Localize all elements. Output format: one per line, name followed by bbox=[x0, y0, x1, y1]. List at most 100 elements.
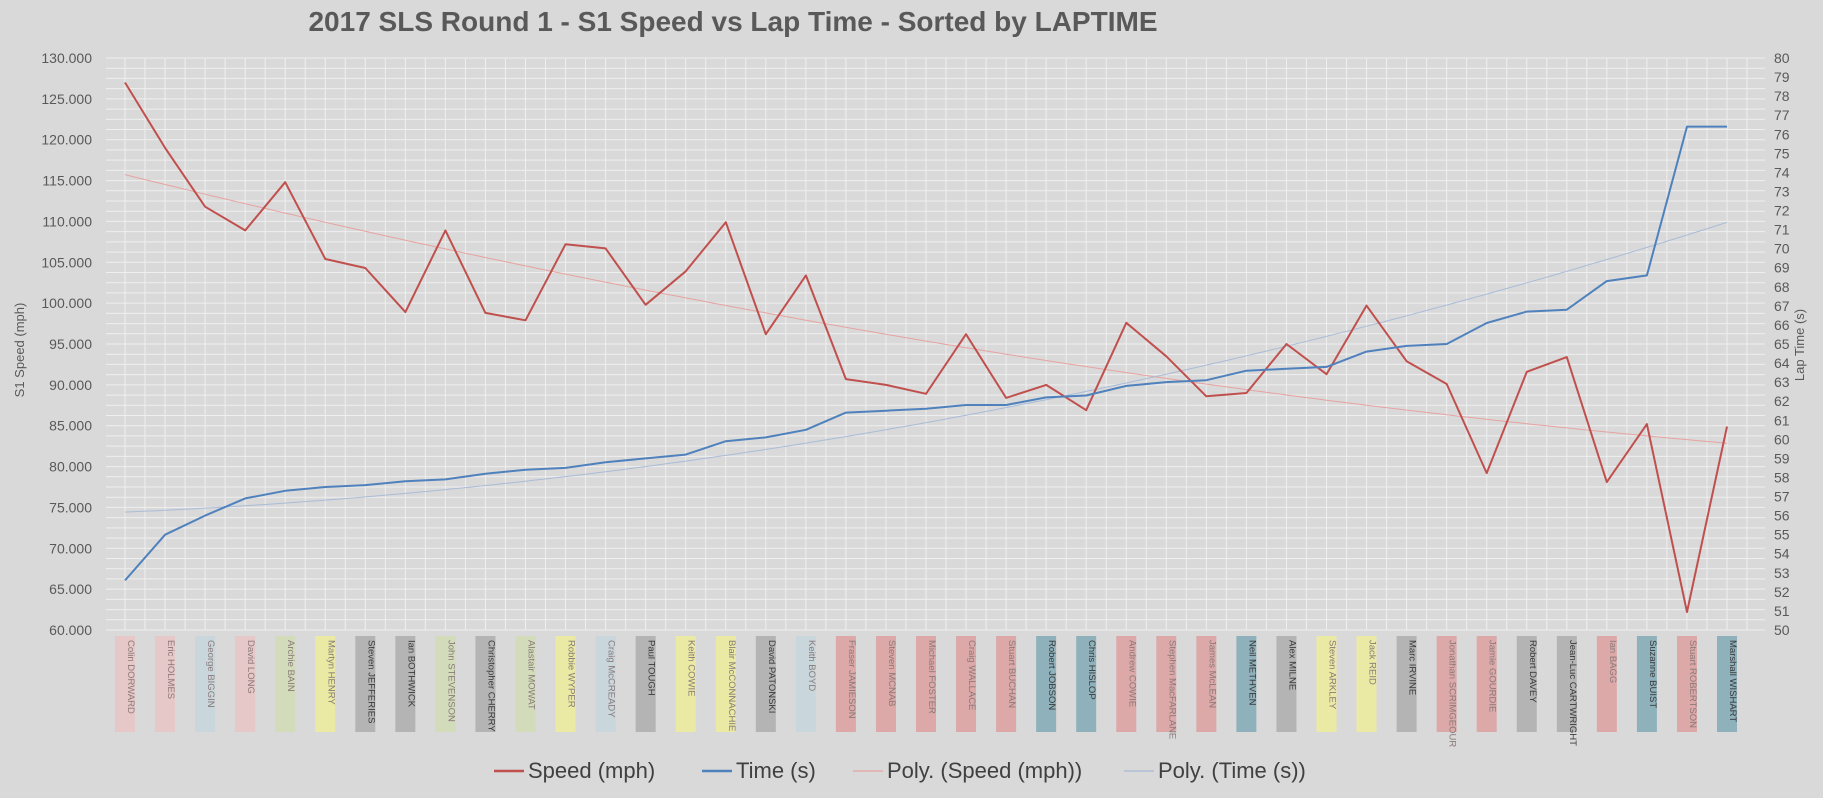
driver-label-box bbox=[235, 636, 256, 732]
trendlines bbox=[124, 174, 1728, 513]
right-tick-label: 70 bbox=[1774, 241, 1790, 257]
driver-label-box bbox=[1356, 636, 1377, 732]
driver-name: Keith BOYD bbox=[806, 640, 817, 691]
driver-name: Jack REID bbox=[1367, 640, 1378, 685]
driver-label-box bbox=[1276, 636, 1297, 732]
driver-name: Steven MCNAB bbox=[886, 640, 897, 707]
driver-name: Alex MILNE bbox=[1286, 640, 1297, 690]
right-tick-label: 66 bbox=[1774, 317, 1790, 333]
driver-name: Archie BAIN bbox=[285, 640, 296, 692]
driver-label-box bbox=[595, 636, 616, 732]
legend: Speed (mph) Time (s) Poly. (Speed (mph)) Po… bbox=[494, 758, 1306, 783]
driver-label-box bbox=[155, 636, 176, 732]
driver-label-box bbox=[755, 636, 776, 732]
driver-label-box bbox=[115, 636, 135, 732]
left-tick-label: 65.000 bbox=[49, 581, 92, 597]
driver-name: Colin DORWARD bbox=[125, 640, 136, 714]
right-tick-label: 72 bbox=[1774, 203, 1790, 219]
driver-label-box bbox=[275, 636, 296, 732]
driver-label-box bbox=[875, 636, 896, 732]
legend-label: Speed (mph) bbox=[528, 758, 655, 783]
driver-label-box bbox=[835, 636, 856, 732]
driver-name: Christopher CHERRY bbox=[485, 640, 496, 732]
right-tick-label: 71 bbox=[1774, 222, 1790, 238]
driver-name: Robert DAVEY bbox=[1527, 640, 1538, 703]
driver-name: Suzanne BUIST bbox=[1647, 640, 1658, 708]
left-tick-label: 70.000 bbox=[49, 540, 92, 556]
driver-name: David LONG bbox=[245, 640, 256, 694]
driver-name: Ian BOTHWICK bbox=[405, 640, 416, 708]
left-tick-label: 80.000 bbox=[49, 459, 92, 475]
trendline-time-s- bbox=[124, 221, 1728, 513]
driver-name: Keith COWIE bbox=[686, 640, 697, 697]
driver-name: Martyn HENRY bbox=[325, 640, 336, 705]
left-tick-label: 105.000 bbox=[41, 254, 92, 270]
driver-name: Robert JOBSON bbox=[1046, 640, 1057, 710]
driver-label-box bbox=[1396, 636, 1417, 732]
driver-name: Stuart BUCHAN bbox=[1006, 640, 1017, 708]
right-tick-label: 51 bbox=[1774, 603, 1790, 619]
chart-title: 2017 SLS Round 1 - S1 Speed vs Lap Time … bbox=[308, 6, 1157, 37]
left-tick-label: 60.000 bbox=[49, 622, 92, 638]
right-tick-label: 50 bbox=[1774, 622, 1790, 638]
right-tick-label: 53 bbox=[1774, 565, 1790, 581]
right-tick-label: 74 bbox=[1774, 164, 1790, 180]
driver-label-box bbox=[515, 636, 536, 732]
left-tick-label: 125.000 bbox=[41, 91, 92, 107]
driver-name: Stuart ROBERTSON bbox=[1687, 640, 1698, 728]
driver-name: David PATONSKI bbox=[766, 640, 777, 713]
driver-name: Paul TOUGH bbox=[646, 640, 657, 696]
driver-label-box bbox=[1476, 636, 1497, 732]
driver-name: Alastair MOWAT bbox=[526, 640, 537, 710]
right-tick-label: 64 bbox=[1774, 355, 1790, 371]
left-tick-label: 75.000 bbox=[49, 499, 92, 515]
driver-name: Andrew COWIE bbox=[1126, 640, 1137, 707]
driver-name: John STEVENSON bbox=[445, 640, 456, 722]
left-tick-label: 85.000 bbox=[49, 418, 92, 434]
left-tick-label: 130.000 bbox=[41, 50, 92, 66]
left-axis-title: S1 Speed (mph) bbox=[12, 303, 27, 398]
right-tick-label: 77 bbox=[1774, 107, 1790, 123]
driver-label-box bbox=[1236, 636, 1257, 732]
driver-label-box bbox=[1556, 636, 1577, 732]
driver-name: Michael FOSTER bbox=[926, 640, 937, 714]
driver-label-box bbox=[1436, 636, 1457, 732]
left-tick-label: 100.000 bbox=[41, 295, 92, 311]
left-tick-label: 120.000 bbox=[41, 132, 92, 148]
driver-label-box bbox=[355, 636, 376, 732]
right-tick-label: 54 bbox=[1774, 546, 1790, 562]
right-tick-label: 57 bbox=[1774, 489, 1790, 505]
driver-name: Blair McCONNACHIE bbox=[726, 640, 737, 731]
driver-label-box bbox=[635, 636, 656, 732]
driver-name: Jonathan SCRIMGEOUR bbox=[1447, 640, 1458, 747]
driver-label-box bbox=[715, 636, 736, 732]
right-tick-label: 68 bbox=[1774, 279, 1790, 295]
series-lines bbox=[124, 81, 1728, 613]
driver-label-box bbox=[675, 636, 696, 732]
trendline-speed-mph- bbox=[124, 174, 1728, 444]
driver-label-box bbox=[1036, 636, 1057, 732]
right-tick-label: 58 bbox=[1774, 469, 1790, 485]
driver-name: George BIGGIN bbox=[205, 640, 216, 708]
right-tick-label: 78 bbox=[1774, 88, 1790, 104]
driver-name: Robbie WYPER bbox=[566, 640, 577, 708]
series-line-time-s- bbox=[124, 125, 1727, 582]
right-tick-label: 59 bbox=[1774, 450, 1790, 466]
driver-name: Eric HOLMES bbox=[165, 640, 176, 699]
left-tick-label: 95.000 bbox=[49, 336, 92, 352]
left-tick-label: 90.000 bbox=[49, 377, 92, 393]
driver-label-box bbox=[916, 636, 936, 732]
driver-name: Jamie GOURDIE bbox=[1487, 640, 1498, 712]
driver-name: Marshall WISHART bbox=[1727, 640, 1738, 722]
driver-label-box bbox=[1676, 636, 1697, 732]
right-tick-label: 67 bbox=[1774, 298, 1790, 314]
driver-label-box bbox=[1076, 636, 1097, 732]
driver-label-box bbox=[435, 636, 456, 732]
right-tick-label: 80 bbox=[1774, 50, 1790, 66]
driver-label-box bbox=[1196, 636, 1217, 732]
right-tick-label: 62 bbox=[1774, 393, 1790, 409]
series-line-speed-mph- bbox=[124, 81, 1728, 613]
right-axis-title: Lap Time (s) bbox=[1792, 309, 1807, 381]
left-tick-label: 110.000 bbox=[42, 213, 92, 229]
